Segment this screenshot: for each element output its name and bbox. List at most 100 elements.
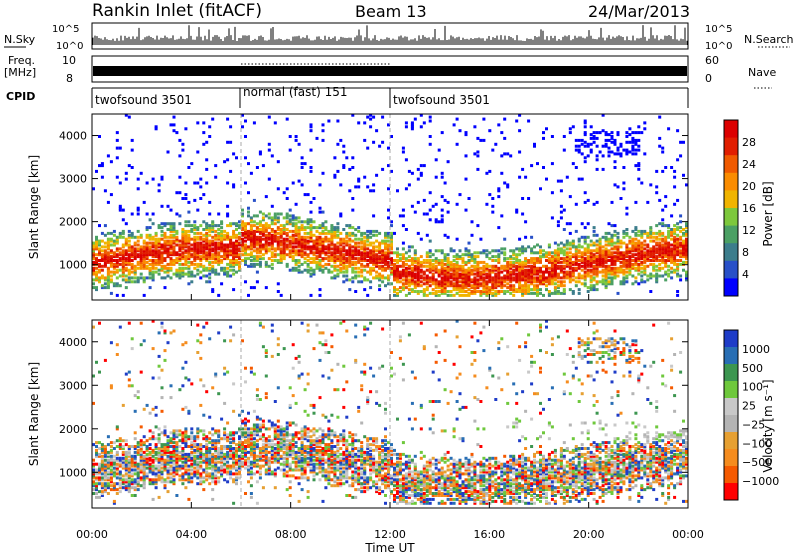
heatmap-cell	[255, 243, 259, 247]
heatmap-cell	[220, 222, 224, 226]
heatmap-cell	[172, 272, 176, 276]
heatmap-cell	[586, 290, 590, 293]
heatmap-cell	[667, 264, 671, 268]
heatmap-cell	[121, 272, 125, 276]
heatmap-cell	[297, 245, 301, 249]
heatmap-cell	[223, 270, 227, 274]
heatmap-cell	[393, 276, 396, 280]
heatmap-cell	[524, 274, 528, 278]
heatmap-cell	[509, 154, 513, 158]
heatmap-cell	[419, 264, 423, 268]
heatmap-cell	[95, 266, 98, 270]
heatmap-cell	[118, 325, 122, 329]
heatmap-cell	[437, 249, 441, 253]
heatmap-cell	[530, 266, 534, 270]
heatmap-cell	[348, 260, 352, 264]
heatmap-cell	[106, 276, 110, 280]
heatmap-cell	[485, 290, 489, 293]
heatmap-cell	[169, 243, 173, 247]
heatmap-cell	[205, 259, 209, 262]
heatmap-cell	[485, 282, 489, 286]
heatmap-cell	[270, 204, 274, 208]
heatmap-cell	[530, 272, 534, 276]
heatmap-cell	[169, 454, 173, 458]
heatmap-cell	[592, 202, 596, 206]
heatmap-cell	[235, 235, 238, 239]
heatmap-cell	[351, 231, 355, 235]
heatmap-cell	[536, 259, 539, 262]
heatmap-cell	[297, 179, 301, 183]
heatmap-cell	[163, 447, 167, 450]
heatmap-cell	[598, 259, 602, 262]
heatmap-cell	[679, 262, 683, 266]
heatmap-cell	[565, 270, 569, 274]
heatmap-cell	[205, 280, 209, 284]
heatmap-cell	[95, 257, 98, 261]
heatmap-cell	[413, 253, 417, 257]
heatmap-cell	[461, 266, 465, 270]
heatmap-cell	[211, 247, 215, 251]
heatmap-cell	[500, 284, 504, 288]
heatmap-cell	[515, 247, 519, 251]
heatmap-cell	[118, 262, 122, 266]
heatmap-cell	[631, 247, 635, 251]
heatmap-cell	[637, 251, 641, 255]
heatmap-cell	[190, 260, 194, 264]
heatmap-cell	[565, 253, 569, 257]
heatmap-cell	[151, 260, 155, 264]
freq-tick-top: 10	[62, 54, 76, 67]
heatmap-cell	[491, 288, 495, 292]
heatmap-cell	[208, 262, 212, 266]
heatmap-cell	[214, 255, 218, 259]
heatmap-cell	[437, 220, 441, 224]
heatmap-cell	[324, 220, 328, 224]
heatmap-cell	[208, 125, 212, 129]
heatmap-cell	[586, 259, 590, 262]
heatmap-cell	[351, 266, 355, 270]
heatmap-cell	[95, 278, 98, 282]
heatmap-cell	[270, 218, 274, 222]
heatmap-cell	[363, 175, 367, 179]
heatmap-cell	[446, 259, 450, 262]
heatmap-cell	[384, 262, 387, 266]
heatmap-cell	[622, 235, 626, 239]
heatmap-cell	[190, 224, 194, 228]
heatmap-cell	[488, 276, 492, 280]
heatmap-cell	[309, 200, 313, 204]
heatmap-cell	[187, 241, 191, 245]
heatmap-cell	[413, 264, 417, 268]
heatmap-cell	[434, 286, 438, 290]
heatmap-cell	[220, 243, 224, 247]
heatmap-cell	[577, 272, 581, 276]
heatmap-cell	[464, 290, 468, 293]
heatmap-cell	[235, 253, 238, 257]
heatmap-cell	[586, 257, 590, 261]
heatmap-cell	[616, 231, 620, 235]
heatmap-cell	[184, 233, 188, 237]
heatmap-cell	[625, 251, 629, 255]
heatmap-cell	[491, 197, 495, 200]
heatmap-cell	[589, 148, 593, 152]
heatmap-cell	[166, 447, 170, 450]
heatmap-cell	[604, 270, 608, 274]
heatmap-cell	[100, 492, 104, 495]
heatmap-cell	[431, 291, 435, 295]
heatmap-cell	[273, 235, 277, 239]
heatmap-cell	[443, 255, 447, 259]
heatmap-cell	[276, 187, 280, 191]
heatmap-cell	[559, 189, 563, 193]
heatmap-cell	[670, 249, 674, 253]
heatmap-cell	[500, 214, 504, 218]
heatmap-cell	[136, 177, 140, 181]
heatmap-cell	[634, 262, 638, 266]
heatmap-cell	[193, 243, 197, 247]
heatmap-cell	[396, 264, 399, 268]
heatmap-cell	[533, 257, 536, 261]
heatmap-cell	[136, 280, 140, 284]
heatmap-cell	[384, 276, 387, 280]
heatmap-cell	[515, 260, 519, 264]
heatmap-cell	[437, 290, 441, 293]
heatmap-cell	[643, 260, 647, 264]
heatmap-cell	[476, 255, 480, 259]
heatmap-cell	[625, 245, 629, 249]
